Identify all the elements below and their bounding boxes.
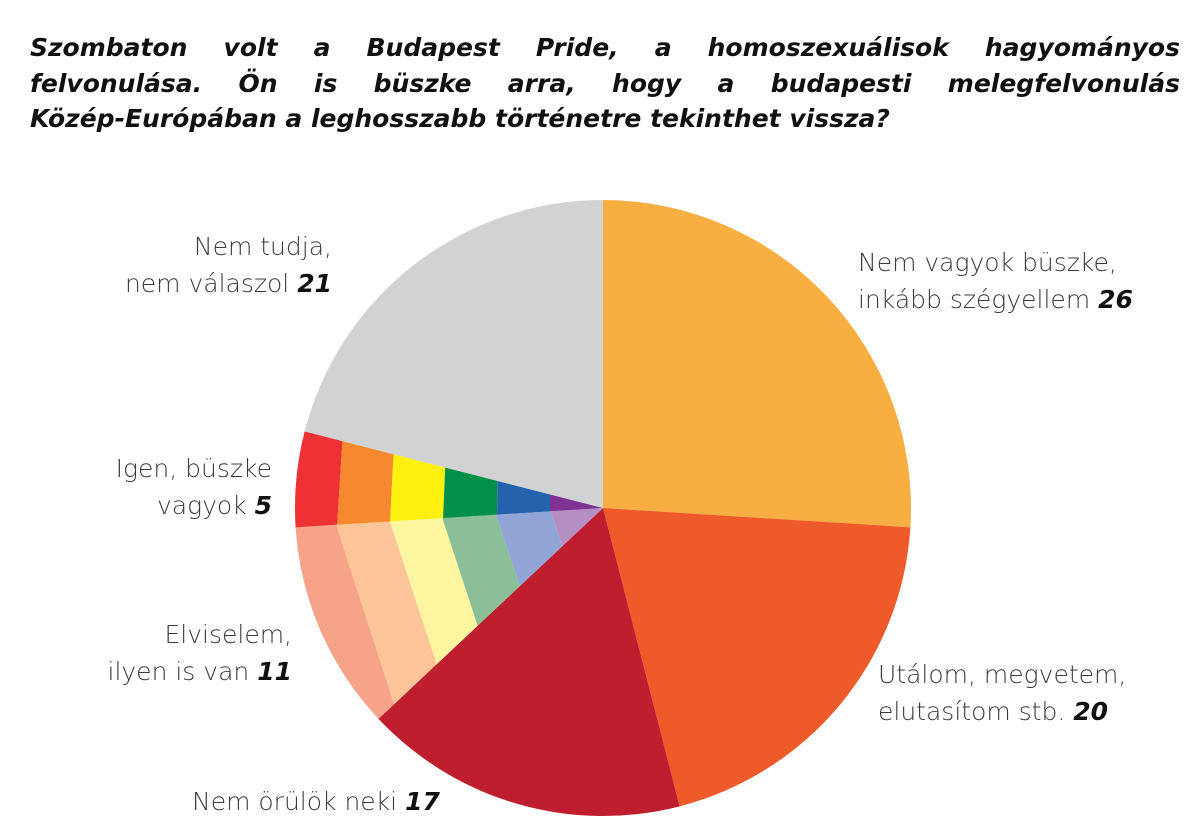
pie-slice-3-stripe-1 bbox=[328, 508, 456, 719]
pie-slice-0 bbox=[603, 200, 911, 528]
slice-value-4: 5 bbox=[254, 491, 272, 520]
title-line-2: felvonulása. Ön is büszke arra, hogy a b… bbox=[30, 68, 1180, 98]
slice-label-0: Nem vagyok büszke, inkább szégyellem 26 bbox=[858, 248, 1133, 314]
pie-slice-5 bbox=[304, 200, 603, 508]
slice-value-2: 17 bbox=[405, 787, 440, 816]
slice-value-0: 26 bbox=[1098, 285, 1133, 314]
slice-value-1: 20 bbox=[1073, 697, 1109, 726]
title-line-1: Szombaton volt a Budapest Pride, a homos… bbox=[30, 33, 1180, 62]
slice-value-3: 11 bbox=[257, 657, 292, 686]
slice-label-1: Utálom, megvetem, elutasítom stb. 20 bbox=[878, 660, 1127, 726]
slice-label-5: Nem tudja, nem válaszol 21 bbox=[124, 232, 332, 298]
slice-label-2: Nem örülök neki 17 bbox=[192, 787, 440, 816]
slice-value-5: 21 bbox=[297, 269, 332, 298]
title-line-3: Közép-Európában a leghosszabb történetre… bbox=[30, 104, 890, 133]
chart-title: Szombaton volt a Budapest Pride, a homos… bbox=[30, 30, 1180, 137]
pie-slice-2 bbox=[378, 508, 680, 816]
slice-label-4: Igen, büszke vagyok 5 bbox=[115, 454, 272, 520]
slice-label-3: Elviselem, ilyen is van 11 bbox=[107, 620, 293, 686]
pie-slice-4-stripe-0 bbox=[294, 431, 345, 528]
pie-slice-1 bbox=[603, 508, 911, 807]
